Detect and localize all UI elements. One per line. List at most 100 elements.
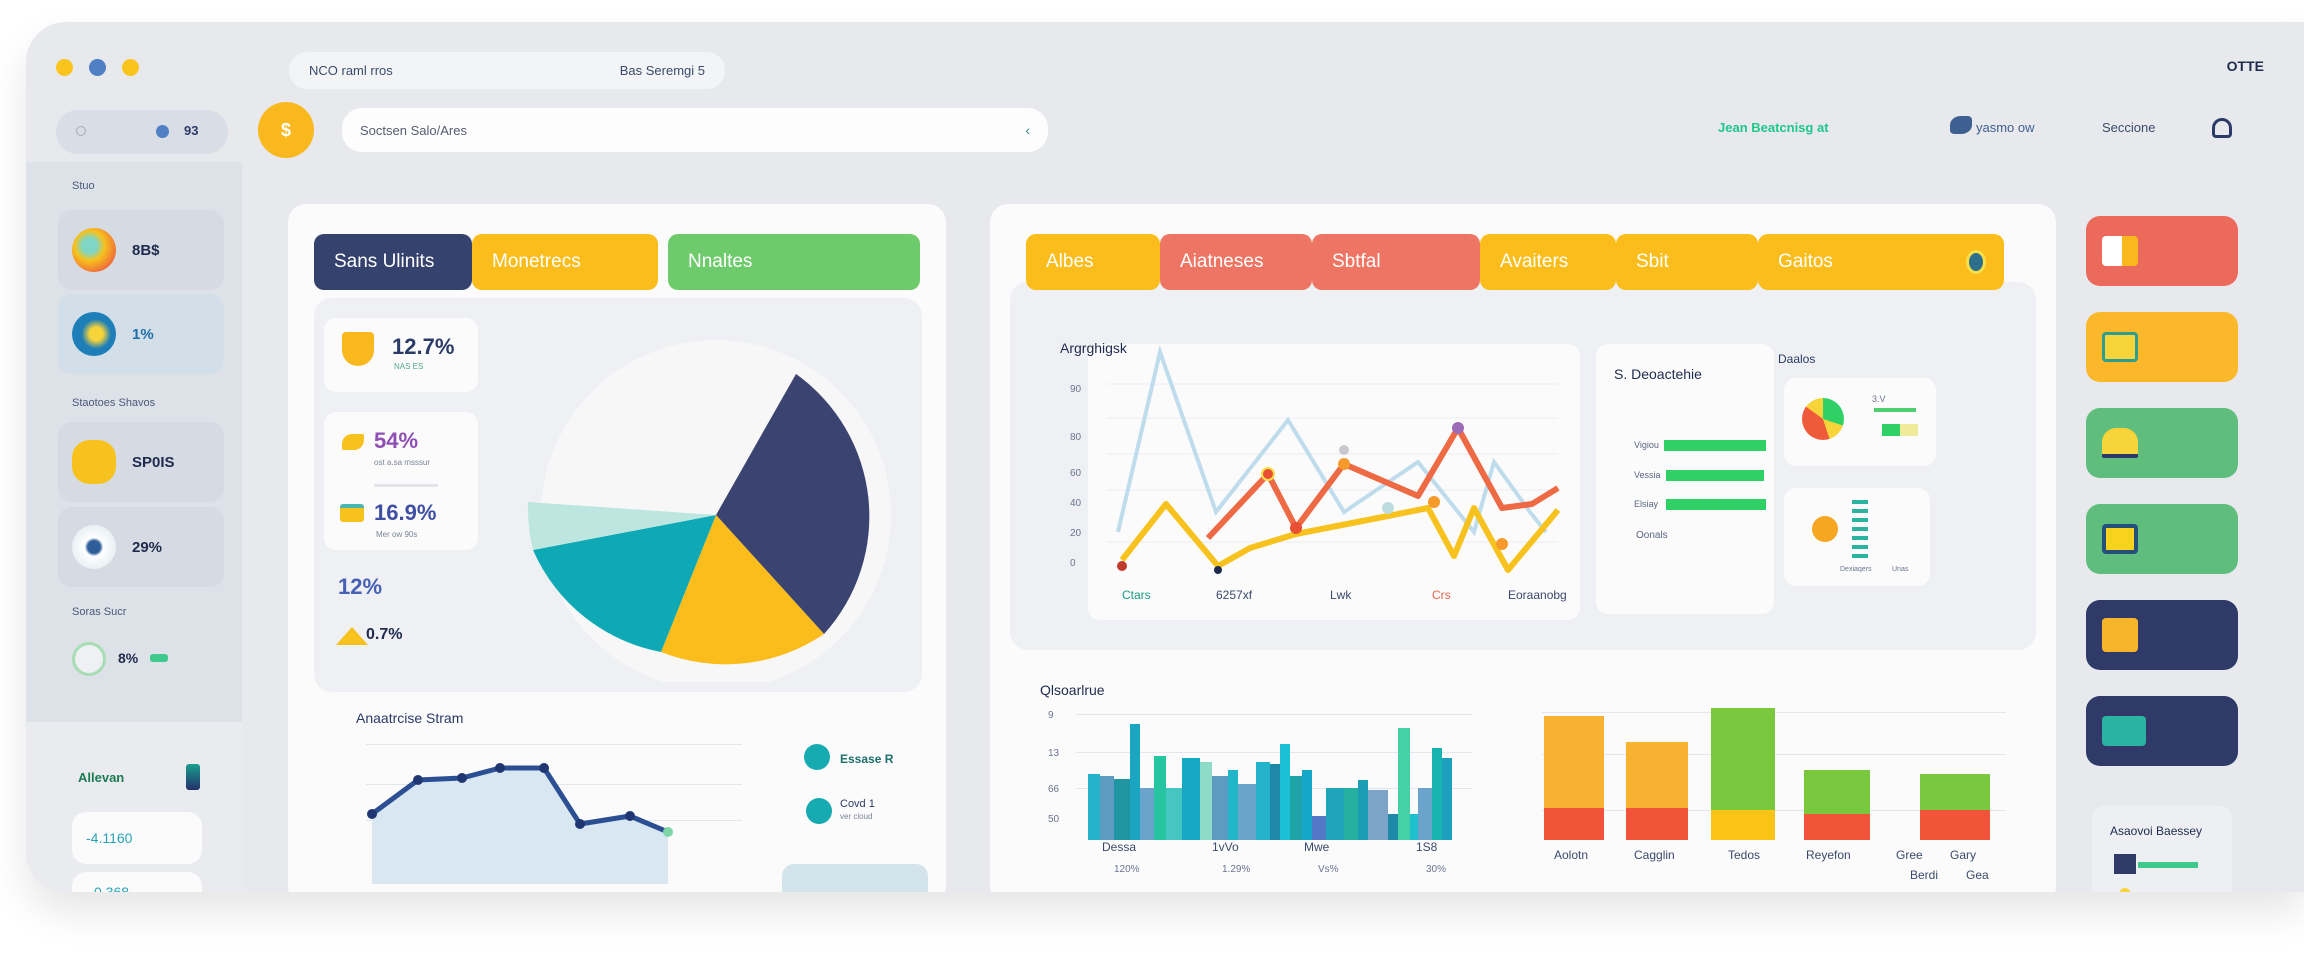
sidebar-card[interactable]: SP0IS: [58, 422, 224, 502]
sidebar-lower-item[interactable]: -4.1160: [72, 812, 202, 864]
search-clear-icon[interactable]: ‹: [1025, 122, 1030, 138]
sidebar-pill-value: 93: [184, 123, 199, 138]
palette-icon: [72, 228, 116, 272]
x-sublabel: Vs%: [1318, 864, 1339, 875]
gridline: [1076, 714, 1472, 715]
y-tick: 20: [1070, 528, 1082, 539]
sidebar-section-label: Soras Sucr: [72, 606, 127, 618]
close-window-dot[interactable]: [56, 59, 73, 76]
status-dot-icon: [2120, 888, 2130, 892]
tab-label: Sans Ulinits: [334, 251, 435, 272]
tab-aiatneses[interactable]: Aiatneses: [1160, 234, 1312, 290]
y-tick: 80: [1070, 432, 1082, 443]
minimize-window-dot[interactable]: [89, 59, 106, 76]
sidebar-lower-item[interactable]: 0.368: [72, 872, 202, 892]
sidebar-card-value: 1%: [132, 325, 154, 343]
tab-label: Nnaltes: [688, 251, 753, 272]
search-input[interactable]: Soctsen Salo/Ares ‹: [342, 108, 1048, 152]
tab-label: Monetrecs: [492, 251, 581, 272]
title-bar: NCO raml rros Bas Seremgi 5: [289, 52, 725, 89]
maximize-window-dot[interactable]: [122, 59, 139, 76]
bar[interactable]: [1666, 499, 1766, 510]
sidebar-card-value: 8B$: [132, 241, 160, 259]
sidebar-lower-title: Allevan: [78, 770, 125, 785]
rail-button-bank[interactable]: [2086, 408, 2238, 478]
tab-albes[interactable]: Albes: [1026, 234, 1160, 290]
bell-icon[interactable]: [2212, 118, 2232, 138]
user-label[interactable]: yasmo ow: [1976, 120, 2035, 135]
mini-widget[interactable]: 3.V: [1784, 378, 1936, 466]
multi-line-chart[interactable]: [1088, 344, 1580, 620]
x-tick: Mwe: [1304, 840, 1330, 854]
y-tick: 90: [1070, 384, 1082, 395]
status-dot-icon: [156, 125, 169, 138]
x-sublabel: 30%: [1426, 864, 1447, 875]
rail-button-store[interactable]: [2086, 312, 2238, 382]
chart-bubble-icon: [72, 312, 116, 356]
avatar[interactable]: $: [258, 102, 314, 158]
x-tick: Lwk: [1330, 588, 1352, 602]
tab-sbtfal[interactable]: Sbtfal: [1312, 234, 1480, 290]
mini-bar: [1874, 408, 1916, 412]
mini-pie-icon: [1802, 398, 1844, 440]
tab-label: Albes: [1046, 251, 1094, 272]
rail-button-folder[interactable]: [2086, 504, 2238, 574]
rail-button-report[interactable]: [2086, 696, 2238, 766]
coins-icon: [72, 440, 116, 484]
bar[interactable]: [1664, 440, 1766, 451]
tab-gaitos[interactable]: Gaitos: [1758, 234, 2004, 290]
column-chart-card: Qlsoarlrue 9 13 66 50 Dessa 1vVo Mwe 1S8…: [1016, 664, 1506, 892]
rail-footer-card: Asaovoi Baessey: [2092, 806, 2232, 892]
mini-area-shape: [782, 864, 928, 892]
x-tick: Eoraanobg: [1508, 588, 1567, 602]
y-tick: 40: [1070, 498, 1082, 509]
x-tick: Gree: [1896, 848, 1923, 862]
cloud-icon: [806, 798, 832, 824]
y-tick: 50: [1048, 814, 1060, 825]
x-tick: 1S8: [1416, 840, 1438, 854]
tab-nnaltes[interactable]: Nnaltes: [668, 234, 920, 290]
app-window: NCO raml rros Bas Seremgi 5 OTTE 93 Stuo…: [26, 22, 2304, 892]
tab-sbit[interactable]: Sbit: [1616, 234, 1758, 290]
store-icon: [2102, 332, 2138, 362]
kpi-card[interactable]: 12.7% NAS ES: [324, 318, 478, 392]
y-tick: 0: [1070, 558, 1076, 569]
pie-slice-navy: [716, 374, 870, 634]
tab-sans-units[interactable]: Sans Ulinits: [314, 234, 472, 290]
search-placeholder: Soctsen Salo/Ares: [360, 122, 467, 138]
gridline: [366, 744, 742, 745]
rail-button-document[interactable]: [2086, 216, 2238, 286]
tab-monetrecs[interactable]: Monetrecs: [472, 234, 658, 290]
x-sublabel: 1.29%: [1222, 864, 1251, 875]
bookmark-icon[interactable]: [186, 764, 200, 790]
sidebar-card[interactable]: 1%: [58, 294, 224, 374]
rail-button-wallet[interactable]: [2086, 600, 2238, 670]
side-item-title[interactable]: Covd 1: [840, 798, 875, 810]
area-chart[interactable]: [358, 754, 748, 892]
window-title: NCO raml rros: [309, 63, 393, 78]
warning-triangle-icon: [336, 627, 368, 645]
section-label[interactable]: Seccione: [2102, 120, 2156, 135]
radio-icon: [76, 126, 86, 136]
kpi-sub: NAS ES: [394, 362, 424, 371]
x-tick: 6257xf: [1216, 588, 1253, 602]
mini-widget[interactable]: Dexiaqers Unas: [1784, 488, 1930, 586]
side-item-title[interactable]: Essase R: [840, 752, 894, 766]
bar-label: Elsiay: [1634, 499, 1659, 509]
side-item-sub: ver cloud: [840, 812, 873, 821]
pie-chart[interactable]: [506, 322, 946, 682]
x-tick: Reyefon: [1806, 848, 1851, 862]
column-chart[interactable]: [1088, 724, 1478, 840]
bar[interactable]: [1666, 470, 1764, 481]
x-tick: Berdi: [1910, 868, 1939, 882]
kpi-card[interactable]: 54% ost a.sa msssur 16.9% Mer ow 90s: [324, 412, 478, 550]
y-tick: 66: [1048, 784, 1060, 795]
tab-avaiters[interactable]: Avaiters: [1480, 234, 1616, 290]
sidebar-card[interactable]: 29%: [58, 507, 224, 587]
stacked-bar-chart[interactable]: [1524, 664, 2014, 844]
sidebar-toggle[interactable]: 93: [56, 110, 228, 154]
wallet-icon: [2102, 618, 2138, 652]
sidebar-card[interactable]: 8B$: [58, 210, 224, 290]
stacked-bar-card: Aolotn Cagglin Tedos Reyefon Gree Gary B…: [1524, 664, 2014, 892]
kpi-sub: ost a.sa msssur: [374, 458, 431, 467]
